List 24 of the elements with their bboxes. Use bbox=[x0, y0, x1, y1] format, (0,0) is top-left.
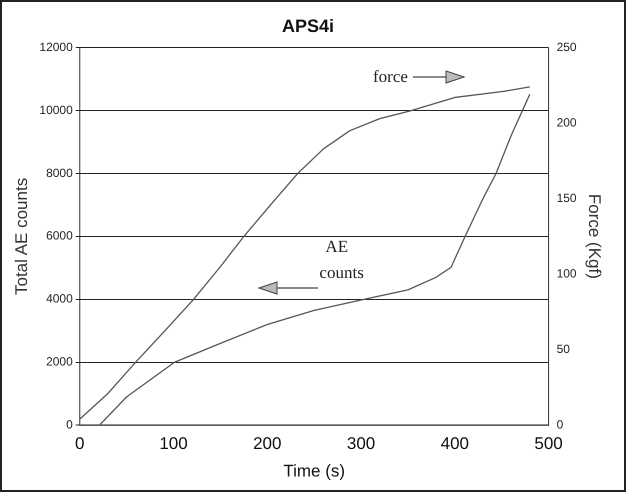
x-axis-title: Time (s) bbox=[283, 461, 346, 480]
annotation: AE counts bbox=[319, 237, 364, 282]
y-tick-label: 12000 bbox=[39, 40, 74, 54]
annotation: force bbox=[373, 67, 408, 86]
x-tick-label: 400 bbox=[440, 434, 470, 454]
x-tick-label: 100 bbox=[159, 434, 188, 454]
y-tick-label: 0 bbox=[66, 418, 74, 432]
y2-tick-label: 150 bbox=[556, 190, 577, 205]
x-tick-label: 500 bbox=[534, 434, 563, 454]
y2-tick-label: 250 bbox=[556, 40, 577, 54]
y2-tick-label: 200 bbox=[556, 115, 577, 130]
y-tick-label: 2000 bbox=[46, 354, 74, 369]
y2-tick-label: 50 bbox=[556, 342, 570, 356]
y-tick-label: 4000 bbox=[46, 292, 74, 306]
y-tick-label: 8000 bbox=[46, 166, 74, 180]
y2-axis-title: Force (Kgf) bbox=[585, 194, 604, 279]
y-axis-title: Total AE counts bbox=[12, 178, 31, 295]
y-tick-label: 6000 bbox=[46, 228, 74, 243]
y2-tick-label: 100 bbox=[556, 266, 577, 280]
y-tick-label: 10000 bbox=[39, 102, 74, 117]
y2-tick-label: 0 bbox=[556, 418, 564, 432]
x-tick-label: 300 bbox=[346, 434, 376, 454]
chart-title: APS4i bbox=[282, 16, 334, 36]
x-tick-label: 200 bbox=[253, 434, 282, 454]
